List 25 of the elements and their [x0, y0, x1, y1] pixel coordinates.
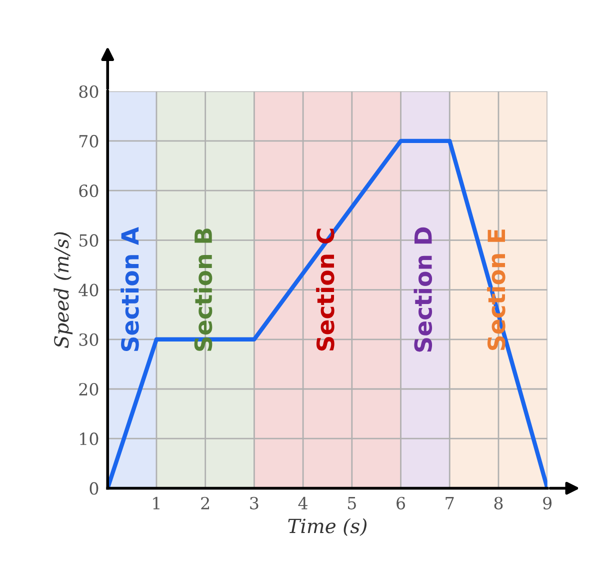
y-tick-label: 30: [79, 333, 98, 346]
x-tick-label: 6: [396, 496, 406, 510]
band-label: Section B: [194, 228, 212, 351]
y-axis-title: Speed (m/s): [54, 232, 73, 348]
x-tick-label: 7: [446, 497, 454, 510]
x-tick-label: 5: [348, 497, 356, 510]
y-tick-label: 60: [79, 184, 98, 198]
band-label: Section C: [316, 228, 334, 351]
x-tick-label: 9: [543, 496, 552, 510]
y-tick-label: 20: [79, 382, 98, 396]
y-tick-label: 10: [80, 432, 98, 446]
band-label: Section E: [487, 230, 506, 350]
y-tick-label: 40: [78, 284, 98, 296]
x-tick-label: 4: [298, 496, 308, 510]
x-tick-label: 1: [153, 496, 160, 510]
x-axis-title: Time (s): [288, 518, 366, 536]
band-label: Section D: [414, 227, 432, 352]
y-tick-label: 70: [79, 134, 98, 148]
x-tick-label: 3: [250, 496, 258, 510]
y-tick-label: 0: [90, 482, 98, 495]
x-tick-label: 2: [201, 496, 210, 510]
band-label: Section A: [120, 226, 139, 352]
y-tick-label: 80: [79, 85, 98, 98]
x-tick-label: 8: [494, 496, 503, 510]
y-tick-label: 50: [80, 234, 98, 247]
